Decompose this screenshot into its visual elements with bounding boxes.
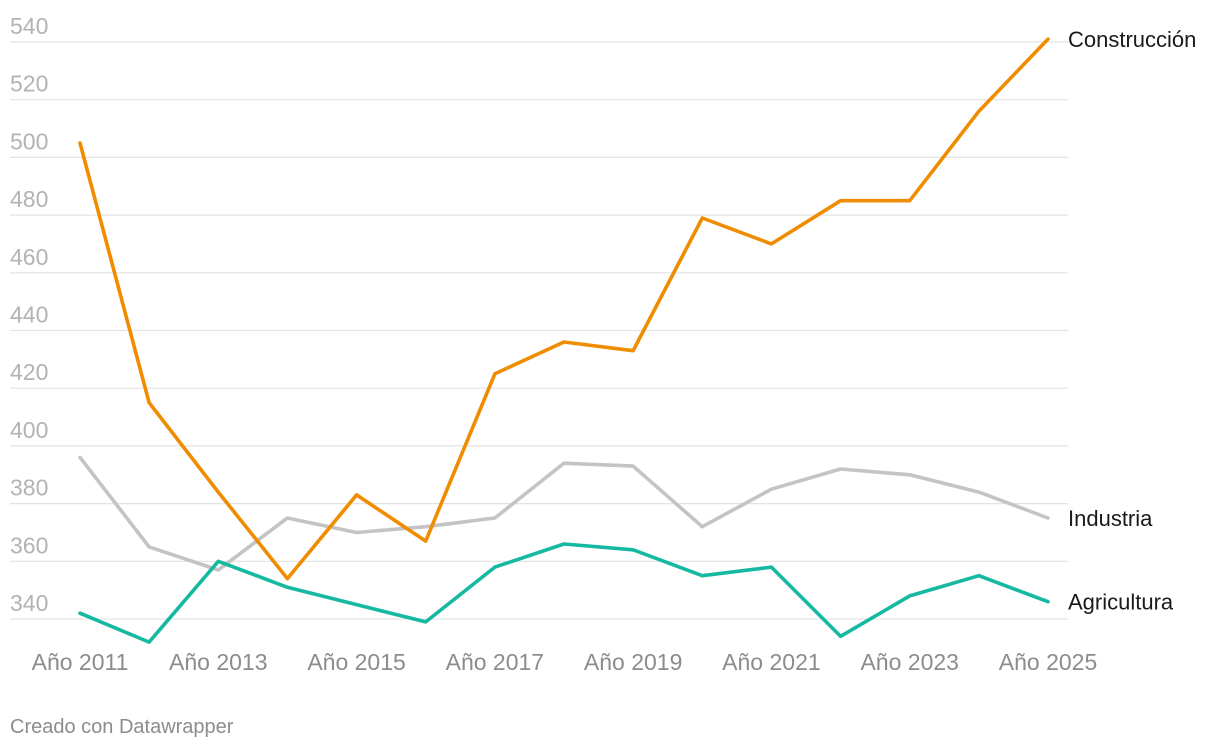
x-axis-ticks: Año 2011 Año 2013 Año 2015 Año 2017 Año 2019… (32, 649, 1098, 675)
y-tick-label: 340 (10, 590, 48, 616)
x-tick-label: Año 2013 (169, 649, 267, 675)
x-tick-label: Año 2011 (32, 649, 129, 675)
footer-credit: Creado con Datawrapper (10, 716, 234, 738)
y-tick-label: 400 (10, 417, 48, 443)
y-tick-label: 380 (10, 475, 48, 501)
x-tick-label: Año 2025 (999, 649, 1097, 675)
y-tick-label: 440 (10, 302, 48, 328)
series-label: Industria (1068, 506, 1153, 531)
y-tick-label: 520 (10, 71, 48, 97)
series-line-industria (78, 455, 1050, 572)
y-tick-label: 420 (10, 359, 48, 385)
x-tick-label: Año 2015 (307, 649, 405, 675)
gridlines (10, 41, 1068, 620)
x-tick-label: Año 2021 (722, 649, 820, 675)
series-label: Construcción (1068, 27, 1196, 52)
series-labels: Construcción Industria Agricultura (1068, 27, 1196, 615)
y-tick-label: 500 (10, 128, 48, 154)
x-tick-label: Año 2023 (860, 649, 958, 675)
y-tick-label: 540 (10, 13, 48, 39)
series-line-agricultura (78, 542, 1050, 644)
y-tick-label: 360 (10, 532, 48, 558)
x-tick-label: Año 2019 (584, 649, 682, 675)
y-axis-ticks: 340 360 380 400 420 440 460 480 500 520 540 (10, 13, 48, 616)
x-tick-label: Año 2017 (446, 649, 544, 675)
series-label: Agricultura (1068, 590, 1174, 615)
series-lines (78, 37, 1050, 644)
y-tick-label: 480 (10, 186, 48, 212)
y-tick-label: 460 (10, 244, 48, 270)
series-line-construcción (78, 37, 1050, 581)
